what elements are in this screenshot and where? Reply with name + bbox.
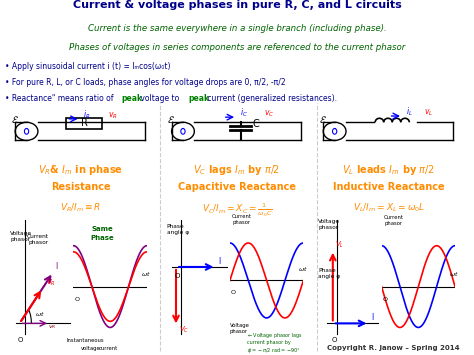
Text: $V_C$ lags $I_m$ by $\pi/2$: $V_C$ lags $I_m$ by $\pi/2$: [193, 163, 281, 177]
Text: Current
phasor: Current phasor: [232, 214, 252, 225]
Text: $V_R$: $V_R$: [46, 277, 56, 288]
Text: Capacitive Reactance: Capacitive Reactance: [178, 182, 296, 192]
Text: $V_L / I_m = X_L = \omega_0 L$: $V_L / I_m = X_L = \omega_0 L$: [353, 201, 425, 214]
Text: $V_C / I_m = X_C = \frac{1}{\omega_0 C}$: $V_C / I_m = X_C = \frac{1}{\omega_0 C}$: [202, 201, 272, 219]
Bar: [66, 118, 102, 129]
Text: $\omega t$: $\omega t$: [298, 265, 308, 273]
Text: $\mathcal{E}$: $\mathcal{E}$: [11, 114, 18, 125]
Text: Phase: Phase: [91, 235, 115, 241]
Text: current (generalized resistances).: current (generalized resistances).: [205, 94, 337, 103]
Text: O: O: [331, 337, 337, 343]
Text: $V_C$: $V_C$: [179, 325, 190, 335]
Text: I: I: [371, 313, 373, 322]
Text: Voltage
phasor: Voltage phasor: [230, 323, 250, 334]
Text: Current & voltage phases in pure R, C, and L circuits: Current & voltage phases in pure R, C, a…: [73, 0, 401, 10]
Text: current: current: [99, 346, 118, 351]
Text: O: O: [74, 297, 80, 302]
Text: O: O: [231, 290, 236, 295]
Text: Inductive Reactance: Inductive Reactance: [333, 182, 445, 192]
Text: O: O: [383, 297, 388, 302]
Text: I: I: [218, 257, 220, 266]
Text: Same: Same: [92, 226, 114, 233]
Text: $\phi = -\pi/2$ rad = $-90°$: $\phi = -\pi/2$ rad = $-90°$: [247, 346, 301, 355]
Text: $\omega t$: $\omega t$: [141, 271, 151, 278]
Text: I: I: [55, 262, 57, 271]
Text: Voltage
phasor: Voltage phasor: [10, 231, 32, 242]
Text: $v_C$: $v_C$: [264, 108, 274, 119]
Text: $V_L$: $V_L$: [335, 240, 345, 250]
Text: • Reactance" means ratio of: • Reactance" means ratio of: [5, 94, 116, 103]
Text: $i_R$: $i_R$: [83, 108, 91, 121]
Text: $v_L$: $v_L$: [424, 107, 433, 118]
Text: Phase
angle φ: Phase angle φ: [166, 224, 189, 235]
Text: $v_R$: $v_R$: [48, 323, 56, 331]
Text: O: O: [18, 337, 23, 343]
Text: Current is the same everywhere in a single branch (including phase).: Current is the same everywhere in a sing…: [88, 24, 386, 33]
Text: $\omega t$: $\omega t$: [35, 310, 45, 318]
Text: $V_R / I_m \equiv R$: $V_R / I_m \equiv R$: [60, 201, 101, 214]
Text: $\leftarrow$Voltage phasor lags: $\leftarrow$Voltage phasor lags: [247, 331, 303, 340]
Text: $i_L$: $i_L$: [406, 105, 412, 118]
Text: • For pure R, L, or C loads, phase angles for voltage drops are 0, π/2, -π/2: • For pure R, L, or C loads, phase angle…: [5, 77, 285, 87]
Text: peak: peak: [121, 94, 143, 103]
Text: $\mathcal{E}$: $\mathcal{E}$: [319, 114, 327, 125]
Text: Phases of voltages in series components are referenced to the current phasor: Phases of voltages in series components …: [69, 43, 405, 52]
Text: Current
phasor: Current phasor: [27, 234, 49, 245]
Text: Current
phasor: Current phasor: [383, 215, 403, 226]
Text: R: R: [81, 119, 88, 129]
Text: Resistance: Resistance: [51, 182, 110, 192]
Text: $\omega t$: $\omega t$: [449, 271, 459, 278]
Text: O: O: [174, 273, 180, 279]
Text: voltage: voltage: [81, 346, 100, 351]
Text: $V_L$ leads $I_m$ by $\pi/2$: $V_L$ leads $I_m$ by $\pi/2$: [342, 163, 435, 177]
Text: voltage to: voltage to: [138, 94, 182, 103]
Text: • Apply sinusoidal current i (t) = Iₘcos(ω₀t): • Apply sinusoidal current i (t) = Iₘcos…: [5, 62, 170, 71]
Text: $i_C$: $i_C$: [240, 106, 248, 119]
Text: Voltage
phasor: Voltage phasor: [318, 219, 340, 230]
Text: current phasor by: current phasor by: [247, 340, 291, 345]
Text: Phase
angle φ: Phase angle φ: [318, 268, 340, 279]
Text: Copyright R. Janow – Spring 2014: Copyright R. Janow – Spring 2014: [327, 345, 460, 351]
Text: $V_R$& $I_m$ in phase: $V_R$& $I_m$ in phase: [38, 163, 123, 177]
Text: $v_R$: $v_R$: [108, 110, 118, 121]
Text: $\mathcal{E}$: $\mathcal{E}$: [167, 114, 175, 125]
Text: Instantaneous: Instantaneous: [66, 338, 104, 343]
Text: peak: peak: [188, 94, 210, 103]
Text: C: C: [253, 119, 259, 129]
